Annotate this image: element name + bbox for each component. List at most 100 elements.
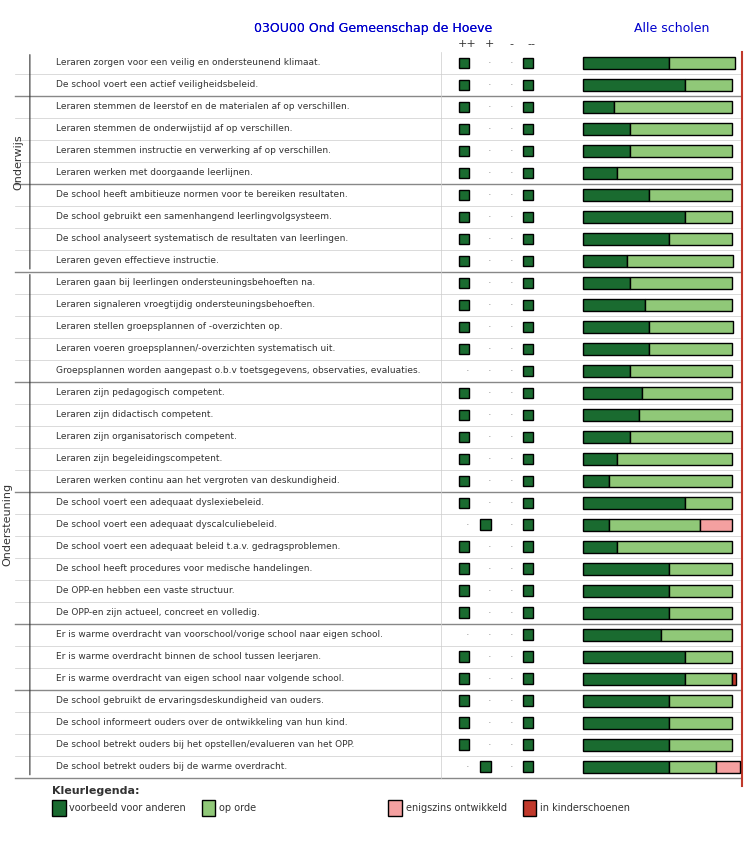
Text: ·: · — [488, 344, 491, 353]
Text: ·: · — [488, 365, 491, 376]
Text: ·: · — [488, 740, 491, 750]
Text: ·: · — [510, 519, 513, 530]
Text: ·: · — [510, 344, 513, 353]
Text: voorbeeld voor anderen: voorbeeld voor anderen — [69, 803, 186, 813]
Text: De school betrekt ouders bij de warme overdracht.: De school betrekt ouders bij de warme ov… — [56, 762, 288, 771]
Text: ·: · — [488, 168, 491, 178]
Text: Kleurlegenda:: Kleurlegenda: — [52, 785, 140, 796]
Text: ·: · — [488, 321, 491, 332]
Text: ·: · — [510, 388, 513, 397]
Text: ·: · — [466, 365, 469, 376]
Text: ·: · — [466, 519, 469, 530]
Text: Onderwijs: Onderwijs — [13, 134, 24, 189]
Text: De school betrekt ouders bij het opstellen/evalueren van het OPP.: De school betrekt ouders bij het opstell… — [56, 740, 354, 749]
Text: Leraren zijn didactisch competent.: Leraren zijn didactisch competent. — [56, 410, 214, 419]
Text: Groepsplannen worden aangepast o.b.v toetsgegevens, observaties, evaluaties.: Groepsplannen worden aangepast o.b.v toe… — [56, 366, 421, 375]
Text: ·: · — [488, 300, 491, 310]
Text: De OPP-en hebben een vaste structuur.: De OPP-en hebben een vaste structuur. — [56, 586, 235, 595]
Text: ·: · — [510, 586, 513, 595]
Text: ·: · — [510, 696, 513, 706]
Text: ·: · — [488, 432, 491, 442]
Text: ·: · — [510, 607, 513, 618]
Text: Er is warme overdracht binnen de school tussen leerjaren.: Er is warme overdracht binnen de school … — [56, 652, 321, 661]
Text: De school analyseert systematisch de resultaten van leerlingen.: De school analyseert systematisch de res… — [56, 234, 348, 244]
Text: ·: · — [488, 190, 491, 200]
Text: ·: · — [488, 212, 491, 222]
Text: --: -- — [528, 39, 536, 49]
Text: +: + — [485, 39, 494, 49]
Text: De school informeert ouders over de ontwikkeling van hun kind.: De school informeert ouders over de ontw… — [56, 718, 347, 727]
Text: ·: · — [510, 498, 513, 508]
Text: Leraren zijn begeleidingscompetent.: Leraren zijn begeleidingscompetent. — [56, 454, 223, 463]
Text: Ondersteuning: Ondersteuning — [2, 483, 13, 566]
Text: Leraren geven effectieve instructie.: Leraren geven effectieve instructie. — [56, 257, 219, 265]
Text: in kinderschoenen: in kinderschoenen — [540, 803, 630, 813]
Text: ·: · — [488, 498, 491, 508]
Text: ·: · — [510, 79, 513, 90]
Text: De school voert een adequaat dyscalculiebeleid.: De school voert een adequaat dyscalculie… — [56, 520, 277, 529]
Text: De school voert een adequaat beleid t.a.v. gedragsproblemen.: De school voert een adequaat beleid t.a.… — [56, 543, 341, 551]
Text: enigszins ontwikkeld: enigszins ontwikkeld — [406, 803, 506, 813]
Text: ·: · — [488, 277, 491, 288]
Text: ·: · — [510, 58, 513, 68]
Text: ·: · — [466, 630, 469, 639]
Text: Leraren zijn organisatorisch competent.: Leraren zijn organisatorisch competent. — [56, 432, 237, 442]
Text: ·: · — [488, 388, 491, 397]
Text: De school heeft ambitieuze normen voor te bereiken resultaten.: De school heeft ambitieuze normen voor t… — [56, 190, 348, 200]
Text: De OPP-en zijn actueel, concreet en volledig.: De OPP-en zijn actueel, concreet en voll… — [56, 608, 260, 617]
Text: ·: · — [510, 321, 513, 332]
Text: ·: · — [510, 168, 513, 178]
Text: ·: · — [510, 718, 513, 727]
Text: ·: · — [510, 674, 513, 683]
Text: ·: · — [488, 718, 491, 727]
Text: ·: · — [466, 761, 469, 772]
Text: De school voert een adequaat dyslexiebeleid.: De school voert een adequaat dyslexiebel… — [56, 499, 264, 507]
Text: ·: · — [488, 102, 491, 111]
Text: 03OU00 Ond Gemeenschap de Hoeve: 03OU00 Ond Gemeenschap de Hoeve — [255, 22, 492, 35]
Text: Leraren stemmen de onderwijstijd af op verschillen.: Leraren stemmen de onderwijstijd af op v… — [56, 124, 293, 133]
Text: ·: · — [488, 630, 491, 639]
Text: Leraren stellen groepsplannen of -overzichten op.: Leraren stellen groepsplannen of -overzi… — [56, 322, 282, 331]
Text: ·: · — [510, 630, 513, 639]
Text: Leraren stemmen de leerstof en de materialen af op verschillen.: Leraren stemmen de leerstof en de materi… — [56, 102, 350, 111]
Text: ·: · — [488, 607, 491, 618]
Text: ·: · — [510, 476, 513, 486]
Text: ·: · — [510, 102, 513, 111]
Text: ·: · — [488, 674, 491, 683]
Text: ++: ++ — [458, 39, 477, 49]
Text: Leraren werken met doorgaande leerlijnen.: Leraren werken met doorgaande leerlijnen… — [56, 168, 253, 177]
Text: ·: · — [510, 212, 513, 222]
Text: Leraren stemmen instructie en verwerking af op verschillen.: Leraren stemmen instructie en verwerking… — [56, 146, 331, 156]
Text: ·: · — [488, 58, 491, 68]
Text: ·: · — [510, 740, 513, 750]
Text: Leraren zijn pedagogisch competent.: Leraren zijn pedagogisch competent. — [56, 388, 225, 397]
Text: ·: · — [510, 256, 513, 266]
Text: ·: · — [510, 542, 513, 552]
Text: ·: · — [510, 563, 513, 574]
Text: ·: · — [510, 300, 513, 310]
Text: Leraren werken continu aan het vergroten van deskundigheid.: Leraren werken continu aan het vergroten… — [56, 476, 340, 486]
Text: ·: · — [510, 146, 513, 156]
Text: Er is warme overdracht van eigen school naar volgende school.: Er is warme overdracht van eigen school … — [56, 674, 344, 683]
Text: Leraren zorgen voor een veilig en ondersteunend klimaat.: Leraren zorgen voor een veilig en onders… — [56, 59, 320, 67]
Text: ·: · — [510, 410, 513, 420]
Text: De school gebruikt de ervaringsdeskundigheid van ouders.: De school gebruikt de ervaringsdeskundig… — [56, 696, 324, 705]
Text: ·: · — [488, 146, 491, 156]
Text: ·: · — [488, 476, 491, 486]
Text: ·: · — [488, 651, 491, 662]
Text: ·: · — [488, 586, 491, 595]
Text: 03OU00 Ond Gemeenschap de Hoeve: 03OU00 Ond Gemeenschap de Hoeve — [255, 22, 492, 35]
Text: ·: · — [510, 365, 513, 376]
Text: ·: · — [510, 454, 513, 464]
Text: ·: · — [510, 651, 513, 662]
Text: ·: · — [488, 234, 491, 244]
Text: Alle scholen: Alle scholen — [634, 22, 710, 35]
Text: Leraren gaan bij leerlingen ondersteuningsbehoeften na.: Leraren gaan bij leerlingen ondersteunin… — [56, 278, 315, 287]
Text: -: - — [509, 39, 514, 49]
Text: ·: · — [488, 563, 491, 574]
Text: ·: · — [488, 410, 491, 420]
Text: De school gebruikt een samenhangend leerlingvolgsysteem.: De school gebruikt een samenhangend leer… — [56, 213, 332, 221]
Text: ·: · — [488, 696, 491, 706]
Text: ·: · — [510, 124, 513, 134]
Text: ·: · — [510, 234, 513, 244]
